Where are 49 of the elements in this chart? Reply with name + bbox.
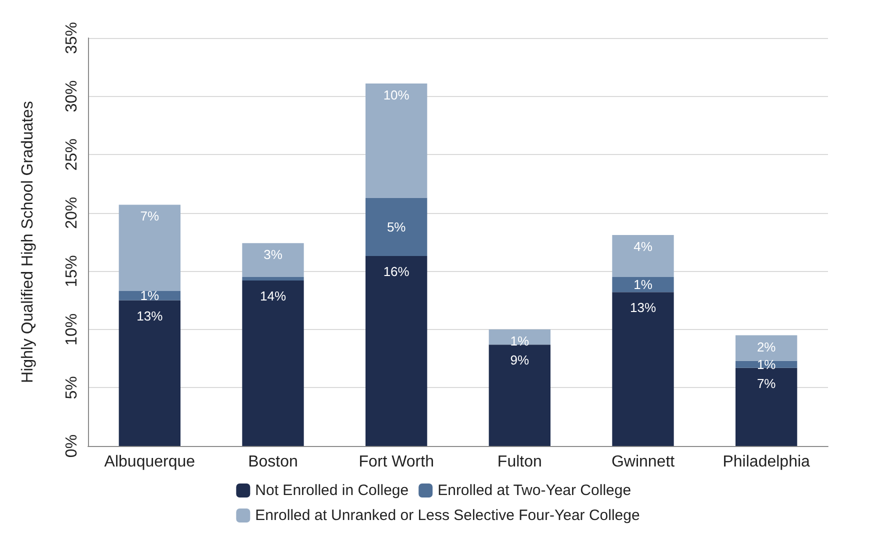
bar xyxy=(242,276,304,280)
bar xyxy=(366,83,428,198)
data-label: 1% xyxy=(756,356,776,372)
data-label: 5% xyxy=(386,219,406,234)
bar xyxy=(736,368,798,446)
data-label: 7% xyxy=(140,208,160,224)
data-label: 1% xyxy=(634,277,653,292)
y-tick-label: 15% xyxy=(64,255,80,288)
data-label: 16% xyxy=(383,264,410,279)
bar xyxy=(366,256,428,446)
bar xyxy=(612,276,674,292)
y-tick-label: 35% xyxy=(64,22,80,54)
bar xyxy=(612,235,674,277)
data-label: 4% xyxy=(634,239,653,254)
data-label: 2% xyxy=(756,339,776,354)
data-label: 7% xyxy=(756,376,776,391)
data-label: 1% xyxy=(510,333,530,348)
x-tick-label: Fort Worth xyxy=(358,454,434,470)
x-tick-label: Fulton xyxy=(497,454,542,470)
x-tick-label: Gwinnett xyxy=(611,454,676,470)
bar xyxy=(612,292,674,446)
bar xyxy=(242,243,304,277)
y-tick-label: 20% xyxy=(64,196,80,229)
bar xyxy=(736,335,798,361)
legend-label: Enrolled at Two-Year College xyxy=(438,482,632,499)
x-tick-label: Albuquerque xyxy=(104,454,196,470)
data-label: 10% xyxy=(383,87,410,102)
data-label: 1% xyxy=(140,288,160,304)
data-label: 13% xyxy=(136,308,164,324)
bar xyxy=(488,329,550,345)
y-axis-title: Highly Qualified High School Graduates xyxy=(20,101,36,383)
y-tick-label: 30% xyxy=(64,80,80,112)
legend-label: Enrolled at Unranked or Less Selective Four-Year College xyxy=(255,507,640,524)
data-label: 13% xyxy=(630,300,656,316)
legend-label: Not Enrolled in College xyxy=(255,482,409,499)
bar xyxy=(488,344,550,446)
x-tick-label: Boston xyxy=(248,454,298,470)
y-tick-label: 10% xyxy=(64,313,80,346)
bar xyxy=(118,204,180,291)
data-label: 3% xyxy=(264,247,283,262)
y-tick-label: 0% xyxy=(64,434,80,458)
x-tick-label: Philadelphia xyxy=(722,454,810,470)
data-label: 9% xyxy=(510,352,530,368)
y-tick-label: 5% xyxy=(64,376,80,400)
bar xyxy=(366,198,428,256)
data-label: 14% xyxy=(260,288,286,304)
y-tick-label: 25% xyxy=(64,138,80,171)
bar xyxy=(242,280,304,446)
bar xyxy=(118,300,180,446)
